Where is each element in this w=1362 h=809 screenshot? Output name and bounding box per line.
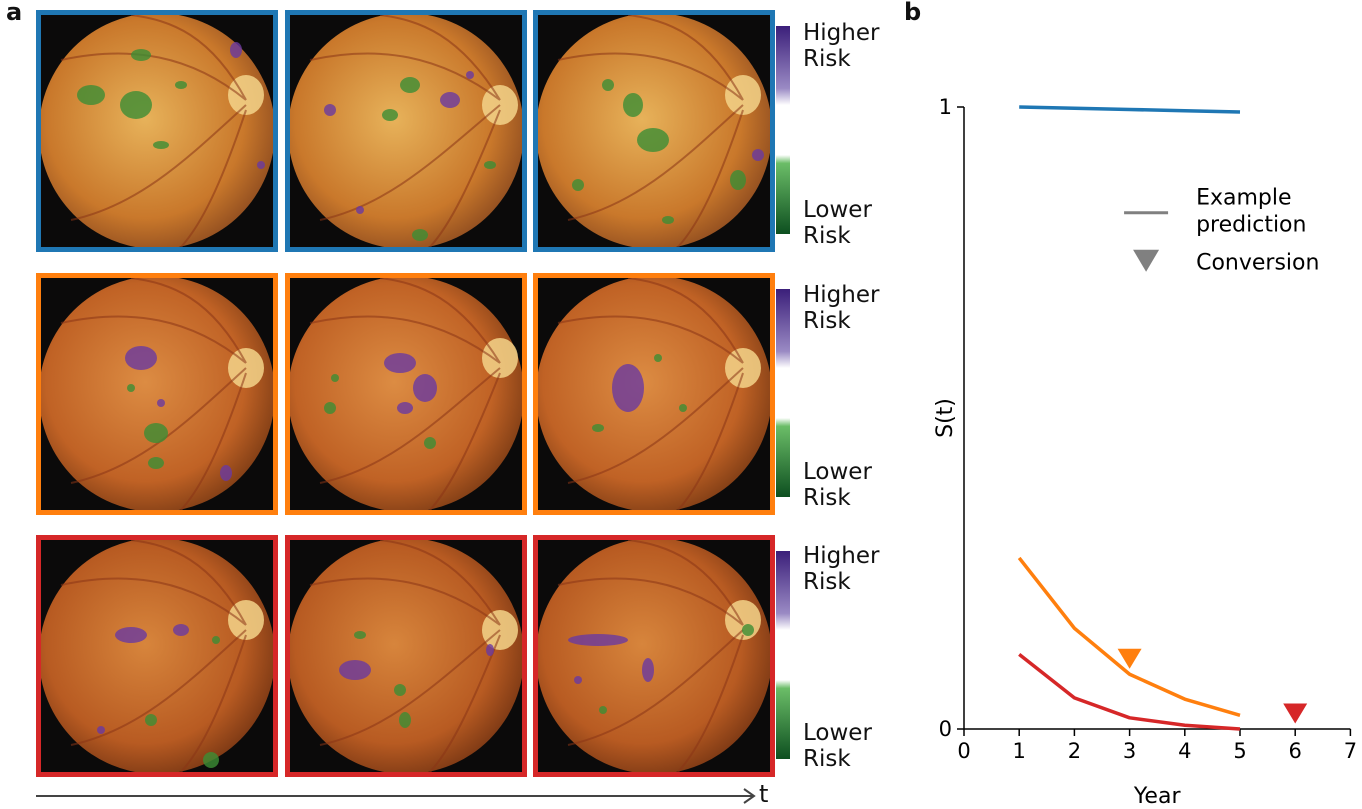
- series-line-2: [1017, 556, 1241, 717]
- y-axis-label: S(t): [933, 398, 958, 438]
- risk-colorbar-row2: [776, 289, 790, 497]
- x-tick-label: 0: [957, 739, 970, 763]
- colorbar-high-label-row3: Higher Risk: [803, 543, 880, 595]
- colorbar-low-label-row3: Lower Risk: [803, 720, 872, 772]
- series-line-1: [1019, 105, 1241, 114]
- x-tick-label: 6: [1289, 739, 1302, 763]
- series-line-3: [1018, 652, 1241, 731]
- risk-colorbar-row3: [776, 551, 790, 759]
- fundus-picture: [538, 278, 770, 510]
- fundus-image-row2-col1: [36, 273, 278, 515]
- time-axis-label: t: [759, 780, 769, 808]
- fundus-picture: [41, 540, 273, 772]
- conversion-marker-2: [1117, 648, 1142, 669]
- fundus-image-row1-col2: [285, 10, 527, 252]
- fundus-image-row1-col1: [36, 10, 278, 252]
- colorbar-low-label-row2: Lower Risk: [803, 459, 872, 511]
- x-tick-label: 3: [1123, 739, 1136, 763]
- fundus-picture: [290, 278, 522, 510]
- fundus-picture: [41, 15, 273, 247]
- colorbar-high-label-row2: Higher Risk: [803, 282, 880, 334]
- fundus-picture: [290, 15, 522, 247]
- x-tick-label: 5: [1233, 739, 1246, 763]
- risk-colorbar-row1: [776, 26, 790, 234]
- fundus-image-row3-col1: [36, 535, 278, 777]
- legend-line-label: Example: [1196, 186, 1291, 211]
- colorbar-high-label-row1: Higher Risk: [803, 20, 880, 72]
- fundus-image-row3-col3: [533, 535, 775, 777]
- fundus-image-row2-col2: [285, 273, 527, 515]
- colorbar-low-label-row1: Lower Risk: [803, 197, 872, 249]
- legend-marker-swatch: [1133, 249, 1160, 272]
- x-tick-label: 1: [1013, 739, 1026, 763]
- fundus-image-row2-col3: [533, 273, 775, 515]
- fundus-picture: [538, 15, 770, 247]
- fundus-picture: [41, 278, 273, 510]
- panel-b-letter: b: [904, 0, 922, 26]
- fundus-image-row1-col3: [533, 10, 775, 252]
- fundus-picture: [538, 540, 770, 772]
- y-tick-label: 1: [939, 95, 952, 119]
- x-tick-label: 2: [1068, 739, 1081, 763]
- legend-line-label: prediction: [1196, 213, 1306, 238]
- time-arrow: [36, 788, 756, 804]
- fundus-image-row3-col2: [285, 535, 527, 777]
- x-tick-label: 4: [1178, 739, 1191, 763]
- conversion-marker-3: [1283, 703, 1308, 724]
- x-axis-label: Year: [1133, 784, 1182, 809]
- fundus-picture: [290, 540, 522, 772]
- legend-marker-label: Conversion: [1196, 251, 1319, 276]
- y-tick-label: 0: [939, 717, 952, 741]
- panel-a-letter: a: [6, 0, 23, 26]
- x-tick-label: 7: [1344, 739, 1357, 763]
